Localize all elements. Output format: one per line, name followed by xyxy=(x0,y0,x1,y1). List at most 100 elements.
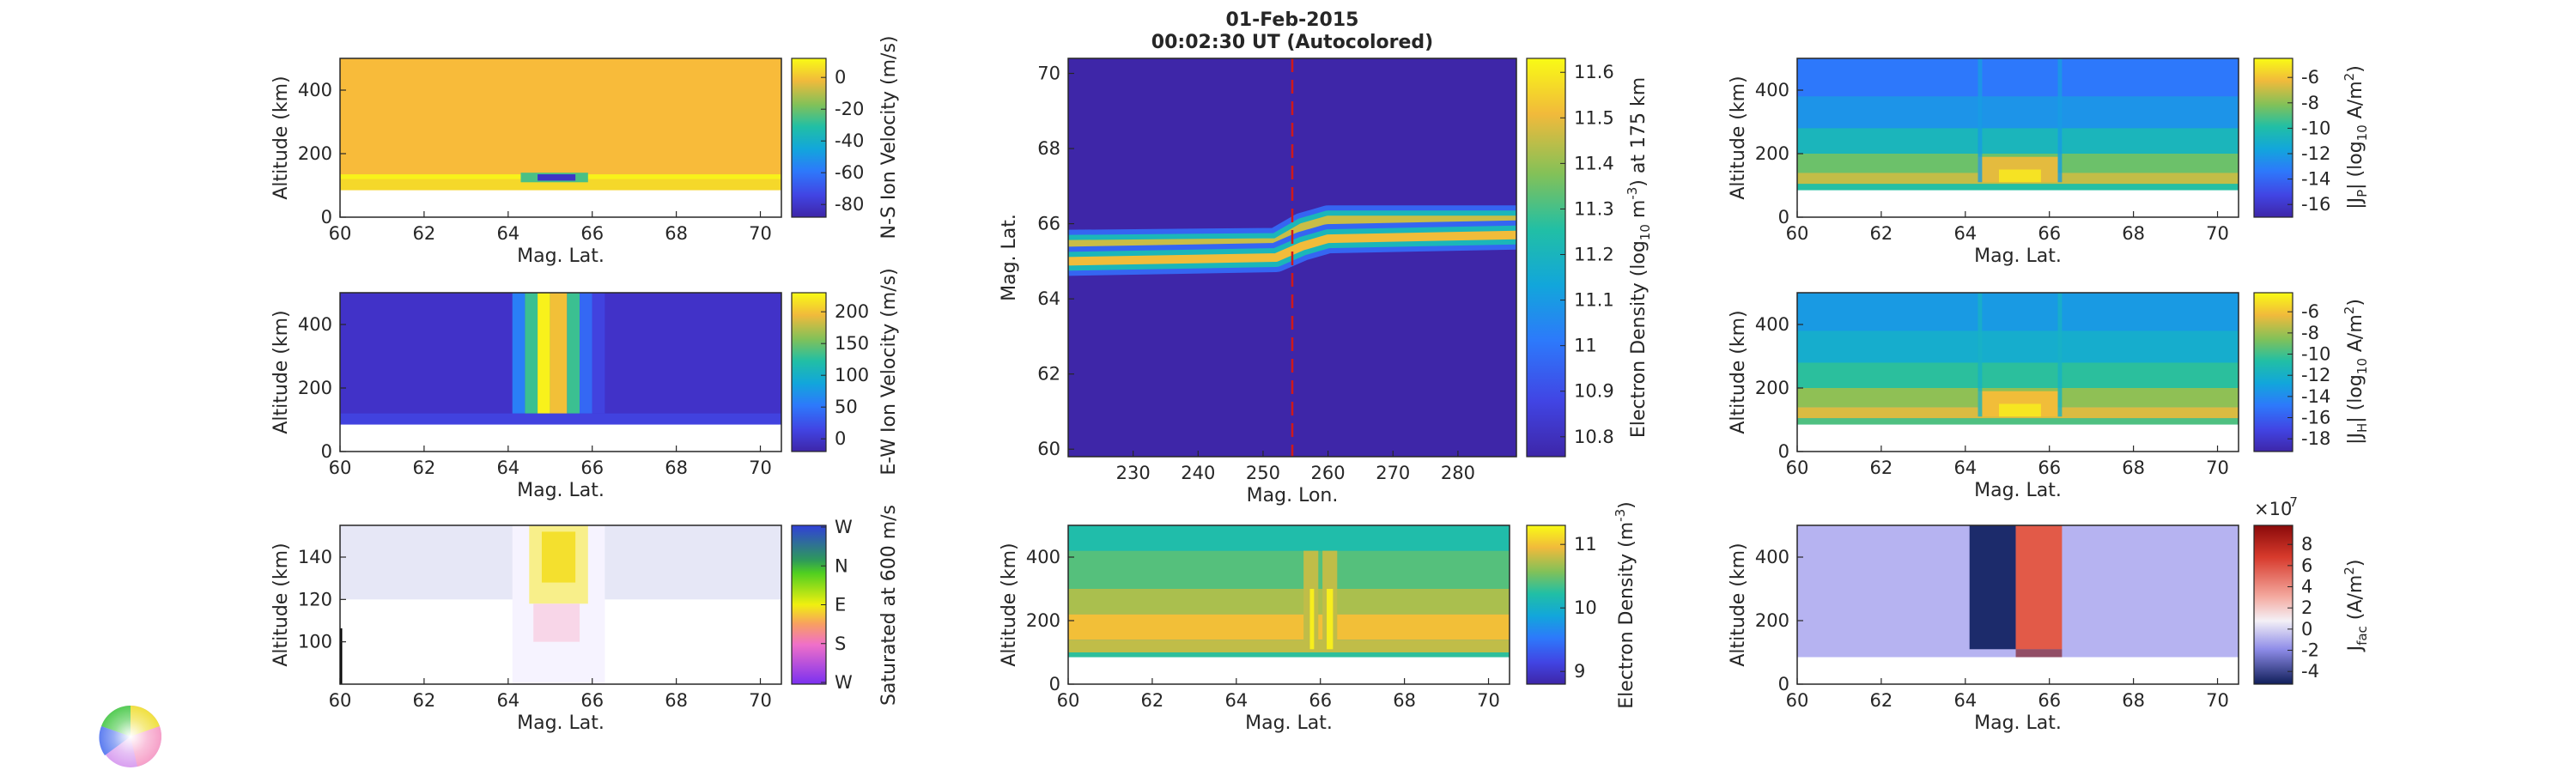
ew-velocity-panel: 60 62 64 66 68 70 0 200 400 Mag. Lat. Altitude (km… xyxy=(270,268,900,501)
jfac-ytick-label: 400 xyxy=(1755,547,1789,567)
ne-map-colorbar-tick-label: 11.1 xyxy=(1574,290,1614,311)
jp-layer-3 xyxy=(1797,128,2239,154)
ne-map-ytick-label: 70 xyxy=(1037,64,1060,84)
ns-velocity-ytick-label: 400 xyxy=(298,80,332,100)
flow-direction-xtick-label: 64 xyxy=(496,690,519,711)
color-wheel-legend xyxy=(99,705,162,767)
jp-ytick-label: 200 xyxy=(1755,143,1789,164)
ne-altitude-axes-frame xyxy=(1067,524,1510,685)
ne-map-xtick-label: 250 xyxy=(1246,463,1280,483)
jfac-below-floor-blank xyxy=(1797,657,2239,684)
jp-xlabel: Mag. Lat. xyxy=(1974,246,2062,267)
jp-colorbar-tick-label: -6 xyxy=(2301,67,2319,88)
ne-alt-layer-3 xyxy=(1068,589,1510,615)
ne-altitude-xtick-label: 64 xyxy=(1224,690,1248,711)
ne-map-xlabel: Mag. Lon. xyxy=(1247,485,1339,506)
jh-xtick-label: 70 xyxy=(2206,458,2229,478)
flow-direction-colorbar-tick-label: S xyxy=(835,634,846,654)
jp-colorbar-tick-label: -12 xyxy=(2301,143,2330,164)
ew-velocity-xtick-label: 70 xyxy=(749,458,772,478)
jfac-upward-current xyxy=(2015,525,2063,650)
ns-velocity-colorbar-tick-label: 0 xyxy=(835,67,846,88)
flow-direction-colorbar-tick-label: E xyxy=(835,595,846,615)
flow-direction-ytick-label: 100 xyxy=(298,632,332,652)
ns-velocity-ytick-label: 200 xyxy=(298,143,332,164)
jh-colorbar-tick-label: -6 xyxy=(2301,301,2319,322)
jh-layer-5 xyxy=(1797,293,2239,331)
jp-edge-right xyxy=(2057,58,2063,183)
ne-map-colorbar-tick-label: 11.3 xyxy=(1574,198,1614,219)
ew-velocity-colorbar-tick-label: 150 xyxy=(835,333,869,354)
ne-alt-plume-left-core xyxy=(1309,589,1315,650)
jfac-colorbar-label: Jfac (A/m2) xyxy=(2342,560,2370,653)
jfac-colorbar-tick-label: 2 xyxy=(2301,597,2312,618)
jh-ytick-label: 0 xyxy=(1778,441,1789,462)
ne-map-colorbar-tick-label: 11.6 xyxy=(1574,62,1614,82)
flow-pink-patch xyxy=(533,603,580,642)
ns-velocity-colorbar-tick-label: -20 xyxy=(835,99,864,119)
ns-velocity-xtick-label: 66 xyxy=(580,223,604,244)
jh-colorbar-tick-label: -10 xyxy=(2301,344,2330,365)
ne-alt-plume-right-core xyxy=(1327,589,1334,650)
ne-map-colorbar xyxy=(1526,58,1566,458)
jp-xtick-label: 62 xyxy=(1870,223,1893,244)
jh-ytick-label: 400 xyxy=(1755,314,1789,335)
ew-velocity-colorbar xyxy=(791,292,827,452)
jh-colorbar-tick-label: -18 xyxy=(2301,428,2330,449)
ne-map-colorbar-tick-label: 10.9 xyxy=(1574,381,1614,402)
jh-xtick-label: 68 xyxy=(2122,458,2145,478)
jh-xtick-label: 66 xyxy=(2038,458,2061,478)
jh-colorbar-tick-label: -8 xyxy=(2301,323,2319,343)
jp-layer-5 xyxy=(1797,58,2239,97)
jfac-ytick-label: 200 xyxy=(1755,610,1789,631)
jh-ylabel: Altitude (km) xyxy=(1728,310,1749,433)
ne-map-colorbar-tick-label: 11.5 xyxy=(1574,107,1614,128)
ne-altitude-xlabel: Mag. Lat. xyxy=(1245,712,1333,734)
flow-direction-ytick-label: 120 xyxy=(298,589,332,609)
ns-velocity-colorbar-tick-label: -80 xyxy=(835,194,864,215)
ne-altitude-colorbar-tick-label: 10 xyxy=(1574,597,1597,618)
flow-direction-ytick-label: 140 xyxy=(298,547,332,567)
ne-altitude-colorbar-tick-label: 11 xyxy=(1574,534,1597,555)
jp-xtick-label: 64 xyxy=(1953,223,1977,244)
jh-xlabel: Mag. Lat. xyxy=(1974,480,2062,501)
ew-velocity-colorbar-tick-label: 200 xyxy=(835,301,869,322)
ew-velocity-column xyxy=(580,293,592,414)
ew-velocity-column xyxy=(525,293,538,414)
ne-map-colorbar-tick-label: 10.8 xyxy=(1574,427,1614,447)
ne-map-xtick-label: 240 xyxy=(1181,463,1215,483)
jp-xtick-label: 70 xyxy=(2206,223,2229,244)
ne-alt-floor-layer xyxy=(1068,652,1510,658)
ns-velocity-panel: 60 62 64 66 68 70 0 200 400 Mag. Lat. Altitude (km… xyxy=(270,35,900,267)
ne-altitude-xtick-label: 70 xyxy=(1477,690,1500,711)
jp-ylabel: Altitude (km) xyxy=(1728,76,1749,199)
jh-xtick-label: 60 xyxy=(1786,458,1809,478)
jp-ytick-label: 400 xyxy=(1755,80,1789,100)
jh-colorbar xyxy=(2253,292,2293,452)
flow-direction-xtick-label: 62 xyxy=(413,690,436,711)
ew-velocity-xtick-label: 68 xyxy=(665,458,688,478)
ne-map-xtick-label: 280 xyxy=(1441,463,1475,483)
ne-alt-layer-4 xyxy=(1068,550,1510,589)
ne-alt-below-floor-blank xyxy=(1068,657,1510,684)
ew-velocity-ytick-label: 0 xyxy=(321,441,332,462)
jh-edge-right xyxy=(2057,293,2063,417)
ew-velocity-colorbar-label: E-W Ion Velocity (m/s) xyxy=(878,268,900,475)
ns-velocity-xtick-label: 62 xyxy=(413,223,436,244)
ns-velocity-colorbar-tick-label: -60 xyxy=(835,162,864,183)
ne-altitude-colorbar-label: Electron Density (m-3) xyxy=(1613,501,1637,708)
flow-direction-axes-frame xyxy=(339,524,782,685)
flow-direction-colorbar-label: Saturated at 600 m/s xyxy=(878,505,900,706)
ne-altitude-xtick-label: 68 xyxy=(1393,690,1416,711)
jfac-colorbar-tick-label: 8 xyxy=(2301,534,2312,555)
jp-colorbar-label: |JP| (log10 A/m2) xyxy=(2342,65,2370,209)
ew-velocity-colorbar-tick-label: 100 xyxy=(835,365,869,385)
jp-colorbar-tick-label: -14 xyxy=(2301,169,2330,190)
flow-direction-xtick-label: 68 xyxy=(665,690,688,711)
ne-map-xtick-label: 260 xyxy=(1311,463,1346,483)
jp-axes-frame xyxy=(1796,58,2239,218)
jfac-colorbar-tick-label: 0 xyxy=(2301,619,2312,640)
jfac-ylabel: Altitude (km) xyxy=(1728,543,1749,666)
ns-velocity-ylabel: Altitude (km) xyxy=(270,76,292,199)
